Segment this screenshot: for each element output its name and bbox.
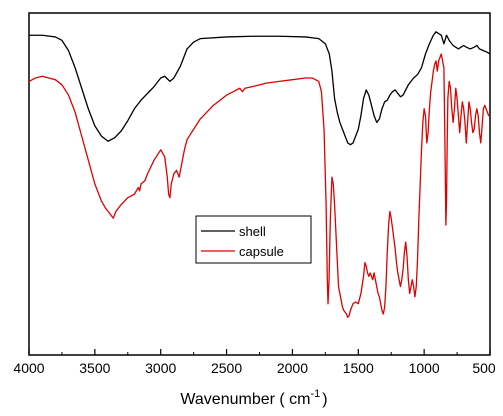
x-tick-label: 2000: [277, 360, 308, 376]
x-tick-label: 1000: [409, 360, 440, 376]
x-ticks: 4000 3500 3000 2500 2000 1500 1000 500: [13, 349, 496, 376]
x-tick-label: 2500: [211, 360, 242, 376]
x-tick-label: 500: [472, 360, 496, 376]
x-tick-label: 3500: [79, 360, 110, 376]
series-line-shell: [29, 31, 491, 146]
legend-box: [195, 215, 312, 264]
x-axis-title: Wavenumber ( cm-1): [180, 388, 327, 408]
legend-label-capsule: capsule: [239, 244, 284, 259]
plot-frame: [28, 12, 491, 356]
legend-label-shell: shell: [239, 224, 266, 239]
legend: shell capsule: [195, 215, 312, 264]
series-line-capsule: [28, 53, 490, 319]
x-tick-label: 3000: [145, 360, 176, 376]
x-tick-label: 4000: [13, 360, 44, 376]
x-tick-label: 1500: [343, 360, 374, 376]
series-layer: [28, 31, 491, 319]
